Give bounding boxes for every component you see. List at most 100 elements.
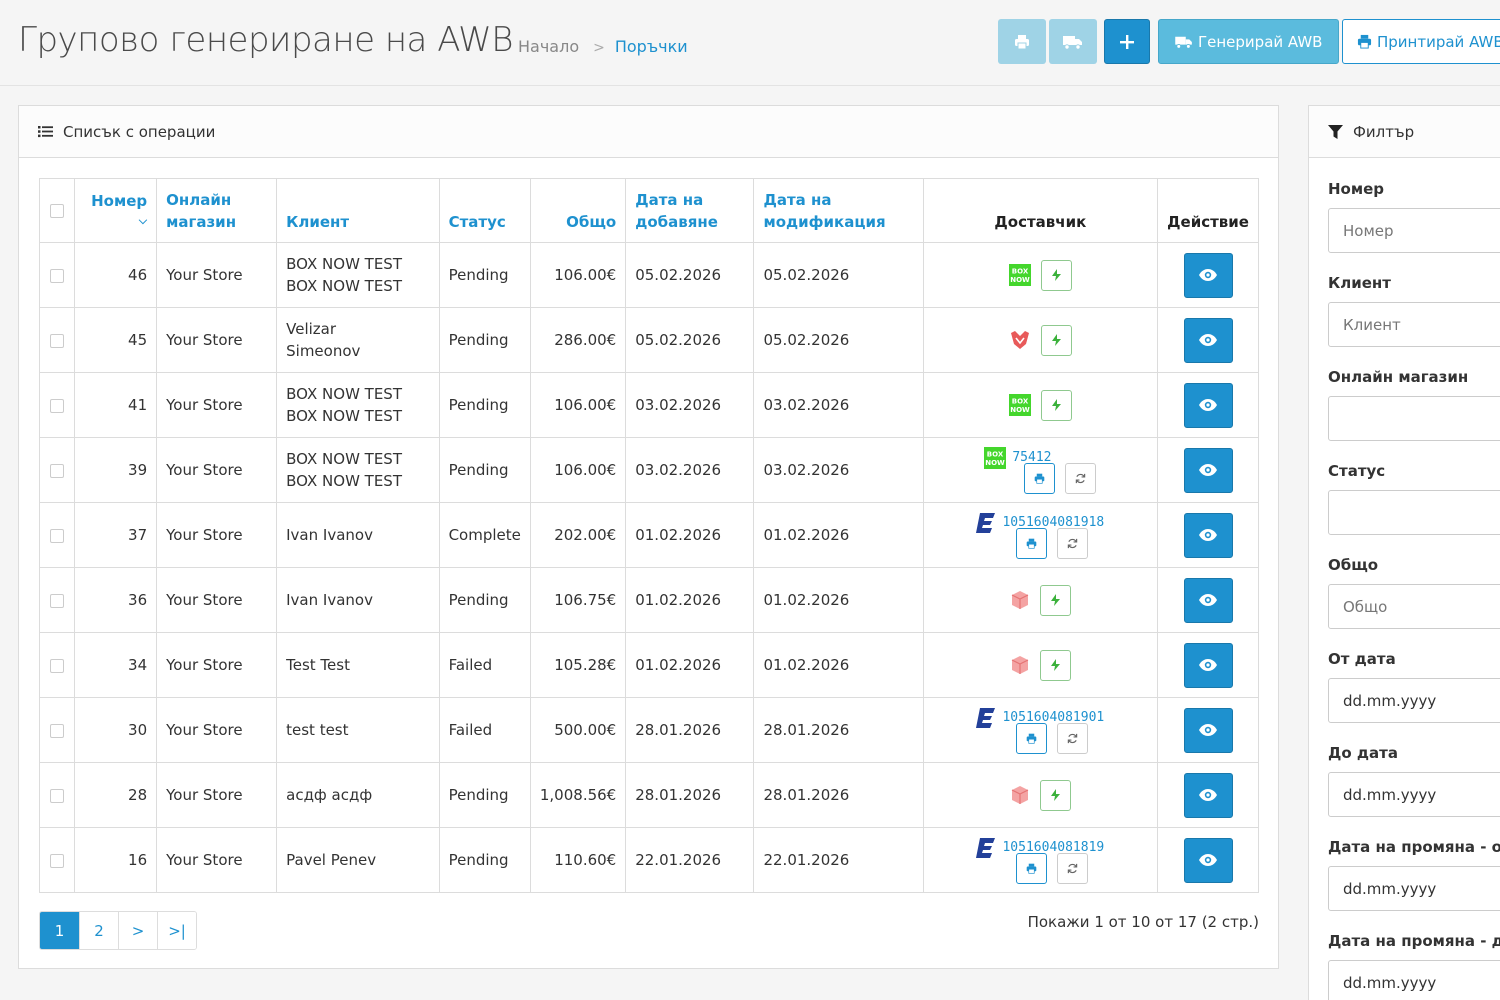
table-row: 39 Your Store BOX NOW TEST BOX NOW TEST Pen… <box>38 437 1259 503</box>
order-carrier: 1051604081901 <box>922 697 1159 763</box>
order-date-modified: 05.02.2026 <box>753 307 924 373</box>
refresh-awb-button[interactable] <box>1057 527 1089 559</box>
select-cell <box>38 437 76 503</box>
order-customer: Pavel Penev <box>276 827 440 893</box>
filter-input[interactable]: Клиент <box>1328 302 1500 347</box>
row-checkbox[interactable] <box>50 528 65 543</box>
column-total[interactable]: Общо <box>529 178 627 243</box>
generate-row-awb-button[interactable] <box>1039 649 1071 681</box>
filter-input[interactable]: dd.mm.yyyy <box>1328 772 1500 817</box>
order-date-modified: 05.02.2026 <box>753 242 924 308</box>
column-store[interactable]: Онлайн магазин <box>156 178 278 243</box>
pager-info: Покажи 1 от 10 от 17 (2 стр.) <box>1027 913 1259 931</box>
filter-input[interactable]: dd.mm.yyyy <box>1328 866 1500 911</box>
view-order-button[interactable] <box>1183 382 1233 428</box>
breadcrumb-home[interactable]: Начало <box>518 37 580 56</box>
filter-input[interactable]: Номер <box>1328 208 1500 253</box>
row-checkbox[interactable] <box>50 723 65 738</box>
printer-icon <box>1035 473 1045 484</box>
view-order-button[interactable] <box>1183 317 1233 363</box>
refresh-icon <box>1068 863 1078 873</box>
awb-number[interactable]: 1051604081918 <box>1002 514 1105 530</box>
page-last[interactable]: >| <box>157 912 196 949</box>
generate-awb-button[interactable]: Генерирай AWB <box>1158 19 1340 64</box>
shipping-button[interactable] <box>1049 19 1097 64</box>
select-cell <box>38 567 76 633</box>
column-date-modified[interactable]: Дата на модификация <box>753 178 924 243</box>
column-number[interactable]: Номер ⌵ <box>74 178 158 243</box>
row-checkbox[interactable] <box>50 463 65 478</box>
page-2[interactable]: 2 <box>79 912 118 949</box>
page-next[interactable]: > <box>118 912 157 949</box>
generate-row-awb-button[interactable] <box>1040 259 1072 291</box>
order-date-added: 01.02.2026 <box>625 632 755 698</box>
filter-input[interactable] <box>1328 490 1500 535</box>
generate-row-awb-button[interactable] <box>1039 584 1071 616</box>
order-customer: BOX NOW TEST BOX NOW TEST <box>276 437 440 503</box>
awb-number[interactable]: 75412 <box>1012 449 1052 465</box>
view-order-button[interactable] <box>1183 447 1233 493</box>
awb-number[interactable]: 1051604081819 <box>1002 839 1105 855</box>
print-button[interactable] <box>998 19 1046 64</box>
filter-input[interactable] <box>1328 396 1500 441</box>
order-number: 41 <box>74 372 158 438</box>
table-row: 34 Your Store Test Test Failed 105.28€ 01.02.… <box>38 632 1259 698</box>
order-status: Pending <box>438 762 531 828</box>
column-customer[interactable]: Клиент <box>276 178 440 243</box>
select-all-checkbox[interactable] <box>50 204 65 218</box>
filter-input[interactable]: dd.mm.yyyy <box>1328 678 1500 723</box>
column-date-added[interactable]: Дата на добавяне <box>625 178 755 243</box>
view-order-button[interactable] <box>1183 772 1233 818</box>
generate-row-awb-button[interactable] <box>1040 324 1072 356</box>
bolt-icon <box>1051 269 1061 281</box>
row-checkbox[interactable] <box>50 398 65 413</box>
view-order-button[interactable] <box>1183 642 1233 688</box>
generate-row-awb-button[interactable] <box>1040 389 1072 421</box>
bolt-icon <box>1051 399 1061 411</box>
print-awb-row-button[interactable] <box>1016 722 1048 754</box>
refresh-awb-button[interactable] <box>1057 722 1089 754</box>
filter-input[interactable]: dd.mm.yyyy <box>1328 960 1500 1000</box>
breadcrumb-orders[interactable]: Поръчки <box>614 37 688 56</box>
order-number: 36 <box>74 567 158 633</box>
refresh-awb-button[interactable] <box>1065 462 1097 494</box>
print-awb-row-button[interactable] <box>1016 527 1048 559</box>
row-checkbox[interactable] <box>50 268 65 283</box>
view-order-button[interactable] <box>1183 512 1233 558</box>
order-date-added: 03.02.2026 <box>625 437 755 503</box>
view-order-button[interactable] <box>1183 252 1233 298</box>
filter-panel-title: Филтър <box>1353 122 1415 141</box>
row-checkbox[interactable] <box>50 333 65 348</box>
refresh-awb-button[interactable] <box>1057 852 1089 884</box>
awb-number[interactable]: 1051604081901 <box>1002 709 1105 725</box>
generate-row-awb-button[interactable] <box>1039 779 1071 811</box>
row-checkbox[interactable] <box>50 593 65 608</box>
order-store: Your Store <box>156 827 278 893</box>
print-awb-label: Принтирай AWB <box>1377 32 1500 51</box>
print-awb-row-button[interactable] <box>1024 462 1056 494</box>
order-customer: BOX NOW TEST BOX NOW TEST <box>276 372 440 438</box>
order-action <box>1157 437 1259 503</box>
select-cell <box>38 307 76 373</box>
order-customer: BOX NOW TEST BOX NOW TEST <box>276 242 440 308</box>
view-order-button[interactable] <box>1183 707 1233 753</box>
operations-panel-title: Списък с операции <box>63 122 216 141</box>
econt-icon <box>976 512 996 533</box>
page-1[interactable]: 1 <box>40 912 79 949</box>
select-cell <box>38 632 76 698</box>
print-awb-row-button[interactable] <box>1016 852 1048 884</box>
print-awb-button[interactable]: Принтирай AWB <box>1342 19 1500 64</box>
row-checkbox[interactable] <box>50 788 65 803</box>
column-status[interactable]: Статус <box>438 178 531 243</box>
row-checkbox[interactable] <box>50 853 65 868</box>
view-order-button[interactable] <box>1183 837 1233 883</box>
order-status: Complete <box>438 502 531 568</box>
row-checkbox[interactable] <box>50 658 65 673</box>
add-button[interactable] <box>1104 19 1150 64</box>
table-row: 36 Your Store Ivan Ivanov Pending 106.75€ 01.… <box>38 567 1259 633</box>
page-title: Групово генериране на AWB <box>18 20 513 60</box>
filter-input[interactable]: Общо <box>1328 584 1500 629</box>
filter-panel: Филтър Номер Номер Клиент Клиент Онлайн мага… <box>1308 105 1500 1000</box>
table-row: 37 Your Store Ivan Ivanov Complete 202.00€ 01… <box>38 502 1259 568</box>
view-order-button[interactable] <box>1183 577 1233 623</box>
